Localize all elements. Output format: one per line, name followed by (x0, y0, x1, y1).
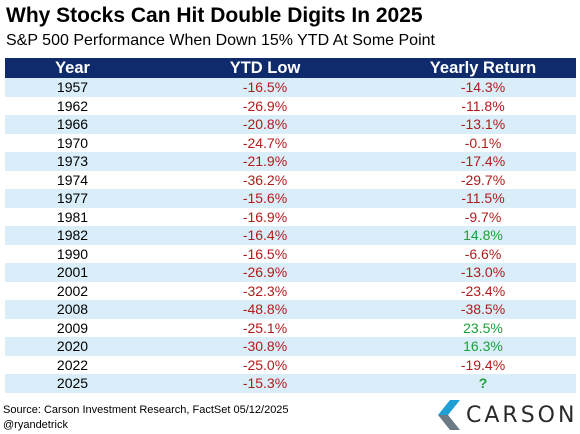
table-row: 1962 -26.9% -11.8% (5, 97, 576, 116)
ytd-low-cell: -30.8% (242, 338, 288, 355)
table-row: 2025 -15.3%? (5, 374, 576, 393)
ytd-low-cell: -32.3% (242, 282, 288, 299)
ytd-low-cell: -24.7% (242, 134, 288, 151)
ytd-low-cell: -21.9% (242, 153, 288, 170)
yearly-return-cell: -9.7% (464, 208, 502, 225)
ytd-low-cell: -36.2% (242, 171, 288, 188)
carson-logo-icon (438, 400, 460, 430)
ytd-low-cell: -16.5% (242, 245, 288, 262)
table-row: 2020 -30.8% 16.3% (5, 337, 576, 356)
table-row: 1957 -16.5% -14.3% (5, 78, 576, 97)
yearly-return-cell: -0.1% (464, 134, 502, 151)
year-cell: 1981 (56, 208, 89, 225)
source-note: Source: Carson Investment Research, Fact… (3, 404, 289, 416)
table-row: 2008 -48.8% -38.5% (5, 300, 576, 319)
table-row: 2022 -25.0% -19.4% (5, 356, 576, 375)
table-row: 1981 -16.9% -9.7% (5, 208, 576, 227)
yearly-return-cell: -13.1% (460, 116, 506, 133)
year-cell: 1974 (56, 171, 89, 188)
year-cell: 2025 (56, 375, 89, 392)
table-row: 2002 -32.3% -23.4% (5, 282, 576, 301)
author-handle: @ryandetrick (3, 419, 68, 431)
ytd-low-cell: -15.6% (242, 190, 288, 207)
page-subtitle: S&P 500 Performance When Down 15% YTD At… (6, 32, 435, 49)
performance-table: Year YTD Low Yearly Return 1957 -16.5% -14… (5, 58, 576, 393)
yearly-return-cell: -17.4% (460, 153, 506, 170)
table-body: 1957 -16.5% -14.3% 1962 -26.9% -11.8% 1966 -20.… (5, 78, 576, 393)
yearly-return-cell: -29.7% (460, 171, 506, 188)
ytd-low-cell: -26.9% (242, 97, 288, 114)
year-cell: 2009 (56, 319, 89, 336)
table-row: 1966 -20.8% -13.1% (5, 115, 576, 134)
table-row: 1977 -15.6% -11.5% (5, 189, 576, 208)
yearly-return-cell: -14.3% (460, 79, 506, 96)
carson-logo-text: CARSON (466, 402, 578, 428)
table-row: 1990 -16.5% -6.6% (5, 245, 576, 264)
year-cell: 2020 (56, 338, 89, 355)
ytd-low-cell: -48.8% (242, 301, 288, 318)
year-cell: 1957 (56, 79, 89, 96)
yearly-return-cell: 14.8% (463, 227, 503, 244)
table-header: Year YTD Low Yearly Return (5, 58, 576, 78)
yearly-return-cell: -23.4% (460, 282, 506, 299)
table-row: 1973 -21.9% -17.4% (5, 152, 576, 171)
column-header-year: Year (55, 58, 90, 77)
ytd-low-cell: -25.0% (242, 356, 288, 373)
table-row: 1982 -16.4% 14.8% (5, 226, 576, 245)
yearly-return-cell: -13.0% (460, 264, 506, 281)
yearly-return-cell: 16.3% (463, 338, 503, 355)
table-row: 1974 -36.2% -29.7% (5, 171, 576, 190)
yearly-return-cell: -19.4% (460, 356, 506, 373)
page-title: Why Stocks Can Hit Double Digits In 2025 (6, 4, 423, 27)
year-cell: 1973 (56, 153, 89, 170)
column-header-ytd-low: YTD Low (229, 58, 301, 77)
table-row: 2001 -26.9% -13.0% (5, 263, 576, 282)
year-cell: 2008 (56, 301, 89, 318)
yearly-return-cell: -38.5% (460, 301, 506, 318)
ytd-low-cell: -16.4% (242, 227, 288, 244)
column-header-yearly-return: Yearly Return (429, 58, 537, 77)
ytd-low-cell: -16.9% (242, 208, 288, 225)
year-cell: 2002 (56, 282, 89, 299)
year-cell: 1970 (56, 134, 89, 151)
year-cell: 1966 (56, 116, 89, 133)
yearly-return-cell: ? (478, 375, 488, 392)
yearly-return-cell: -11.5% (461, 190, 505, 207)
carson-logo: CARSON (438, 400, 577, 430)
year-cell: 1977 (56, 190, 89, 207)
ytd-low-cell: -15.3% (242, 375, 288, 392)
ytd-low-cell: -20.8% (242, 116, 288, 133)
year-cell: 1990 (56, 245, 89, 262)
yearly-return-cell: -11.8% (461, 97, 505, 114)
table-row: 1970 -24.7% -0.1% (5, 134, 576, 153)
ytd-low-cell: -25.1% (242, 319, 288, 336)
year-cell: 1962 (56, 97, 89, 114)
ytd-low-cell: -26.9% (242, 264, 288, 281)
ytd-low-cell: -16.5% (242, 79, 288, 96)
year-cell: 2001 (56, 264, 89, 281)
year-cell: 2022 (56, 356, 89, 373)
table-row: 2009 -25.1% 23.5% (5, 319, 576, 338)
yearly-return-cell: -6.6% (464, 245, 502, 262)
year-cell: 1982 (56, 227, 89, 244)
yearly-return-cell: 23.5% (463, 319, 503, 336)
